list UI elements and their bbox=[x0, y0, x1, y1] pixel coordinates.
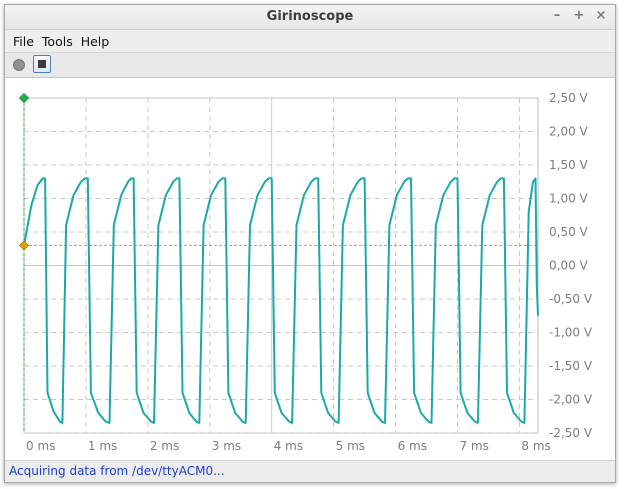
window-title: Girinoscope bbox=[266, 9, 354, 24]
y-tick-label: 1,50 V bbox=[549, 158, 589, 172]
y-tick-label: -1,50 V bbox=[549, 359, 593, 373]
y-tick-label: -1,00 V bbox=[549, 326, 593, 340]
time-marker-handle-icon bbox=[18, 92, 30, 104]
menu-file[interactable]: File bbox=[13, 33, 34, 49]
y-tick-label: 1,00 V bbox=[549, 192, 589, 206]
menu-tools[interactable]: Tools bbox=[41, 33, 73, 49]
y-tick-label: 0,00 V bbox=[549, 259, 589, 273]
record-icon[interactable] bbox=[13, 59, 25, 71]
y-tick-label: 0,50 V bbox=[549, 225, 589, 239]
stop-icon bbox=[38, 60, 46, 68]
signal-trace bbox=[23, 177, 539, 424]
x-tick-label: 4 ms bbox=[274, 439, 303, 453]
app-window: Girinoscope – + × File Tools Help 2,50 V… bbox=[4, 4, 616, 483]
x-tick-label: 8 ms bbox=[521, 439, 550, 453]
x-axis-labels: 0 ms 1 ms 2 ms 3 ms 4 ms 5 ms 6 ms 7 ms 8 ms bbox=[26, 439, 551, 453]
maximize-button[interactable]: + bbox=[573, 8, 585, 23]
window-controls: – + × bbox=[549, 7, 609, 25]
y-tick-label: -2,00 V bbox=[549, 393, 593, 407]
x-tick-label: 3 ms bbox=[212, 439, 241, 453]
menu-bar: File Tools Help bbox=[5, 30, 615, 52]
title-bar[interactable]: Girinoscope – + × bbox=[5, 5, 615, 30]
x-tick-label: 2 ms bbox=[150, 439, 179, 453]
y-tick-label: -0,50 V bbox=[549, 292, 593, 306]
x-tick-label: 7 ms bbox=[459, 439, 488, 453]
status-bar: Acquiring data from /dev/ttyACM0... bbox=[5, 460, 615, 482]
x-tick-label: 5 ms bbox=[336, 439, 365, 453]
stop-button[interactable] bbox=[33, 55, 51, 73]
trigger-handle-icon bbox=[18, 240, 30, 251]
oscilloscope-plot[interactable]: 2,50 V 2,00 V 1,50 V 1,00 V 0,50 V 0,00 V -0,5… bbox=[5, 78, 615, 460]
signal-line bbox=[23, 177, 539, 424]
status-message: Acquiring data from /dev/ttyACM0... bbox=[9, 464, 225, 478]
y-axis-labels: 2,50 V 2,00 V 1,50 V 1,00 V 0,50 V 0,00 V -0,5… bbox=[549, 91, 593, 440]
y-tick-label: 2,00 V bbox=[549, 125, 589, 139]
x-tick-label: 6 ms bbox=[398, 439, 427, 453]
scope-chart: 2,50 V 2,00 V 1,50 V 1,00 V 0,50 V 0,00 V -0,5… bbox=[18, 91, 593, 453]
y-tick-label: 2,50 V bbox=[549, 91, 589, 105]
toolbar bbox=[5, 52, 615, 78]
x-tick-label: 0 ms bbox=[26, 439, 55, 453]
minimize-button[interactable]: – bbox=[553, 8, 561, 23]
markers bbox=[18, 92, 30, 251]
trigger-overlay bbox=[23, 98, 538, 433]
y-tick-label: -2,50 V bbox=[549, 426, 593, 440]
grid bbox=[23, 97, 539, 434]
close-button[interactable]: × bbox=[595, 8, 607, 23]
x-tick-label: 1 ms bbox=[88, 439, 117, 453]
menu-help[interactable]: Help bbox=[80, 33, 110, 49]
